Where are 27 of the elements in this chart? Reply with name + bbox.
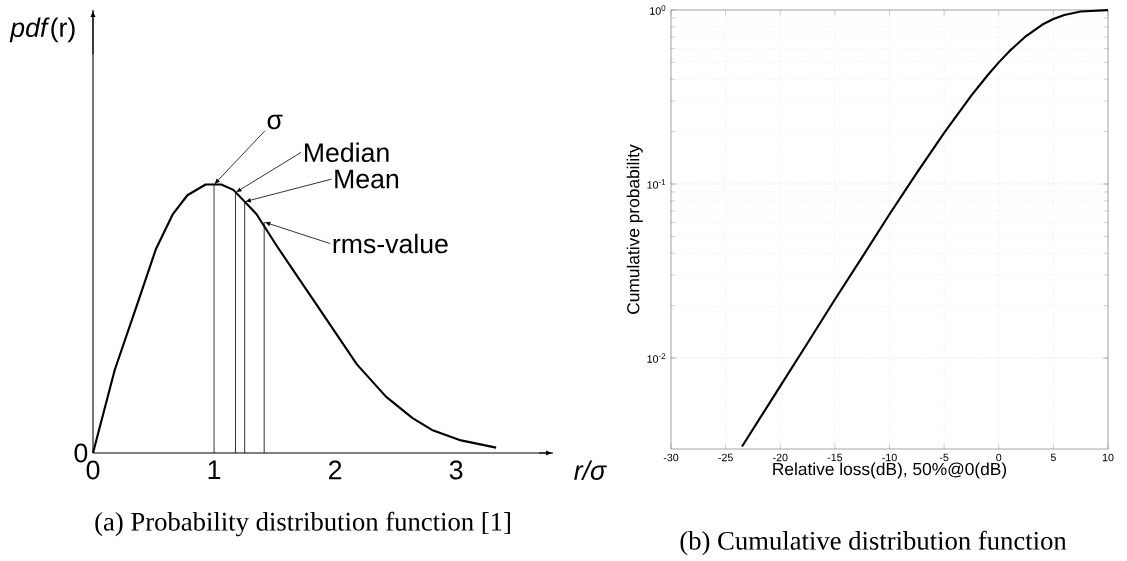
x-tick-label: -10 [882,453,897,462]
x-tick-label: -5 [939,453,949,462]
x-tick-label: 0 [996,453,1002,462]
x-tick-label: 5 [1050,453,1056,462]
x-tick-label: -30 [663,453,679,462]
line-series [740,9,1110,448]
x-tick-label: 3 [449,460,463,480]
y-axis-title: pdf(r) [9,17,75,43]
y-axis-title: Cumulative probability [626,144,643,314]
y-tick-label: 10$^{-2}$ [647,353,666,363]
x-axis-title: Relative loss(dB), 50%@0(dB) [773,462,1007,479]
x-tick-label: 10 [1102,453,1114,462]
x-tick-label: 2 [329,460,342,480]
x-tick-label: 1 [208,460,221,479]
text: (a) Probability distribution function [1] [95,511,510,537]
annotation: Mean [335,169,399,189]
annotation: Median [305,142,389,163]
x-tick-label: -20 [773,453,788,462]
annotation: σ [267,114,283,130]
y-tick-label: 10$^{0}$ [650,5,666,15]
y-tick-label: 10$^{-1}$ [647,179,666,189]
annotation: rms-value [333,233,448,254]
x-axis-title: r/σ [574,460,607,480]
x-tick-label: -15 [827,453,843,462]
x-tick-label: 0 [86,460,100,480]
text: (b) Cumulative distribution function [680,530,1067,556]
x-tick-label: -25 [718,453,733,462]
